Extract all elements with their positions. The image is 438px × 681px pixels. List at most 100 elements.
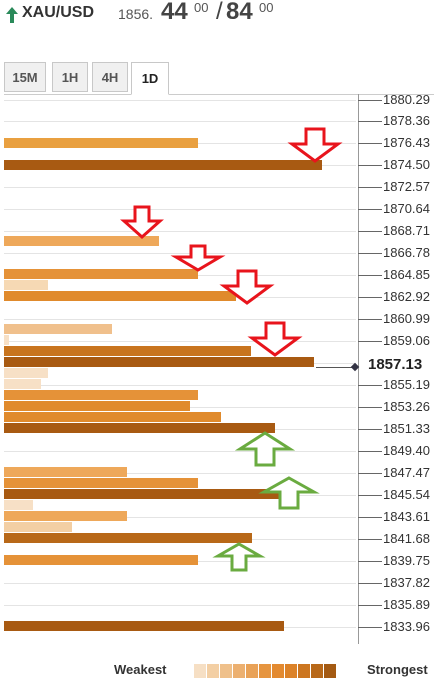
gridline [4,100,356,101]
level-label: 1847.47 [383,465,430,480]
bar [4,412,221,422]
legend-swatch [311,664,323,678]
bar [4,390,198,400]
tick [358,561,382,562]
price-big-2: 84 [226,0,253,25]
current-price-label: 1857.13 [368,356,423,373]
tick [358,495,382,496]
bar [4,500,33,510]
tick [358,187,382,188]
level-label: 1839.75 [383,553,430,568]
arrow-down-icon [247,321,303,357]
gridline [4,605,356,606]
level-label: 1860.99 [383,311,430,326]
level-label: 1859.06 [383,333,430,348]
legend-swatch [272,664,284,678]
bar [4,269,198,279]
legend-weakest: Weakest [114,662,167,677]
tick [358,407,382,408]
tab-4h[interactable]: 4H [92,62,128,92]
gridline [4,319,356,320]
bar [4,368,48,378]
legend-swatch [233,664,245,678]
arrow-down-icon [287,127,343,163]
level-label: 1845.54 [383,487,430,502]
tab-15m[interactable]: 15M [4,62,46,92]
tick [358,319,382,320]
axis-line [358,94,359,644]
tick [358,583,382,584]
bar [4,357,314,367]
bar [4,401,190,411]
legend-strongest: Strongest [367,662,428,677]
bar [4,291,236,301]
bar [4,522,72,532]
level-label: 1880.29 [383,92,430,107]
arrow-up-icon [234,431,296,467]
bar [4,324,112,334]
bar [4,467,127,477]
level-label: 1835.89 [383,597,430,612]
gridline [4,583,356,584]
tab-1h[interactable]: 1H [52,62,88,92]
arrow-down-icon [170,244,226,272]
gridline [4,385,356,386]
tick [358,605,382,606]
legend-swatch [285,664,297,678]
arrow-up-icon [258,476,320,510]
symbol: XAU/USD [22,4,95,21]
legend-swatch [207,664,219,678]
level-label: 1851.33 [383,421,430,436]
legend-swatch [324,664,336,678]
bar [4,478,198,488]
level-label: 1833.96 [383,619,430,634]
bar [4,621,284,631]
gridline [4,209,356,210]
level-label: 1872.57 [383,179,430,194]
tick [358,121,382,122]
legend: Weakest Strongest [0,650,438,681]
tick [358,429,382,430]
bar [4,489,283,499]
level-label: 1868.71 [383,223,430,238]
level-label: 1866.78 [383,245,430,260]
level-label: 1878.36 [383,113,430,128]
bar [4,280,48,290]
level-label: 1855.19 [383,377,430,392]
level-label: 1841.68 [383,531,430,546]
level-label: 1843.61 [383,509,430,524]
tick [358,385,382,386]
tick [358,451,382,452]
level-label: 1874.50 [383,157,430,172]
legend-swatch [220,664,232,678]
price-big-1: 44 [161,0,188,25]
tick [358,539,382,540]
gridline [4,473,356,474]
bar [4,346,251,356]
tick [358,165,382,166]
current-price-line [316,367,356,368]
tick [358,341,382,342]
tick [358,100,382,101]
tick [358,209,382,210]
tab-1d[interactable]: 1D [131,62,169,95]
gridline [4,121,356,122]
confluence-chart: 1880.29 1878.36 1876.43 1874.50 1872.57 … [0,92,438,644]
bar [4,423,275,433]
level-label: 1876.43 [383,135,430,150]
up-arrow-icon [6,7,18,23]
price-small-2: 00 [259,0,274,15]
gridline [4,231,356,232]
level-label: 1864.85 [383,267,430,282]
bar [4,335,9,345]
price-separator: / [216,0,223,25]
level-label: 1837.82 [383,575,430,590]
tick [358,473,382,474]
arrow-down-icon [120,205,164,240]
gridline [4,451,356,452]
bar [4,236,159,246]
header: XAU/USD 1856. 44 00 / 84 00 [0,0,438,40]
bar [4,511,127,521]
bar [4,160,322,170]
tick [358,275,382,276]
